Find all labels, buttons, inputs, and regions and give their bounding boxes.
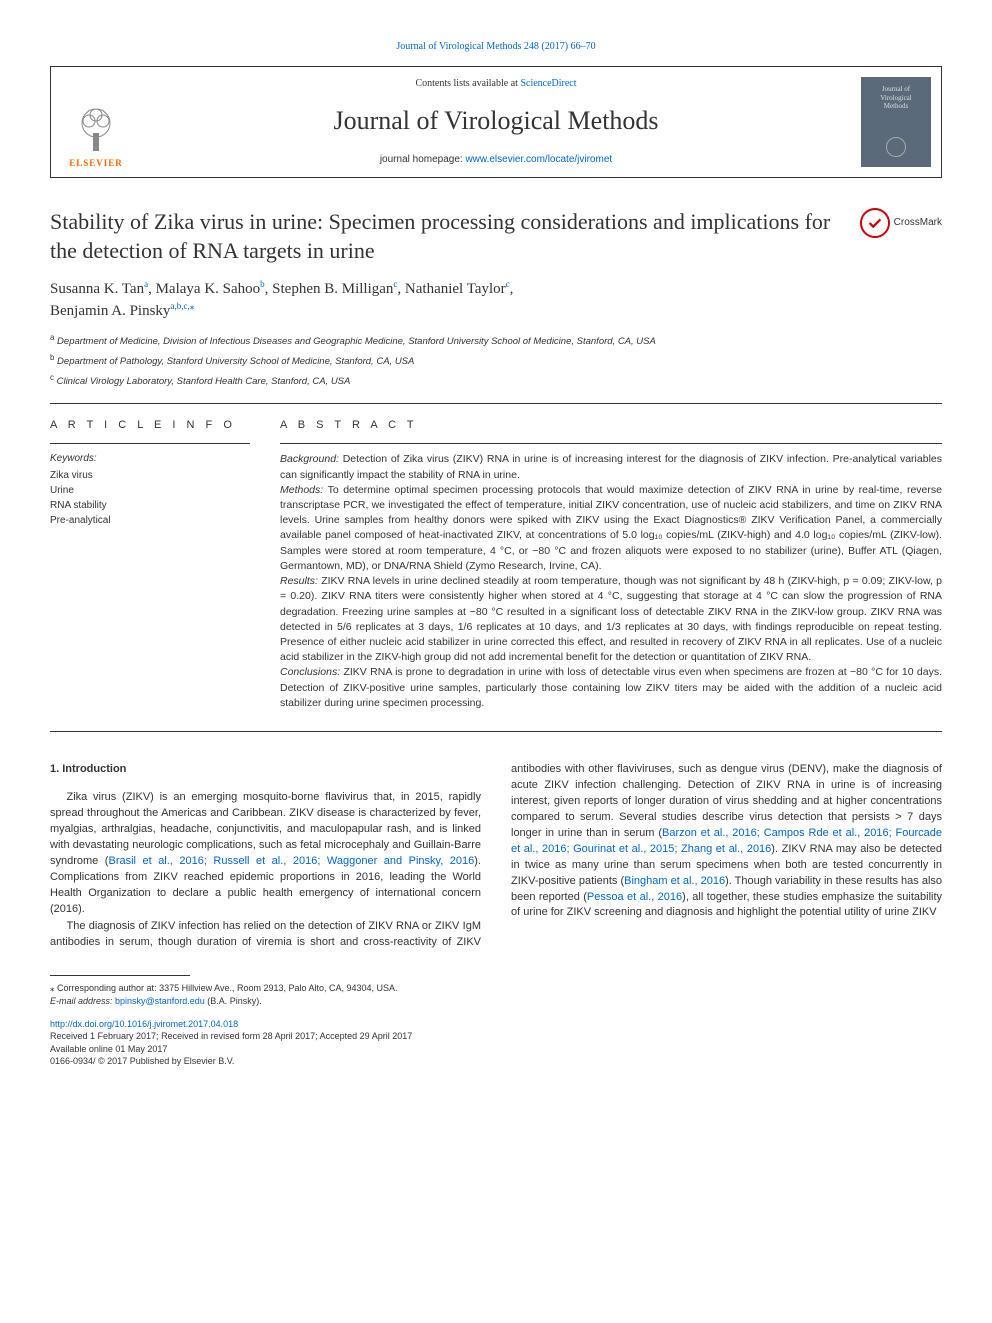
- keywords-label: Keywords:: [50, 452, 250, 466]
- cover-circle-icon: [886, 137, 906, 157]
- copyright-line: 0166-0934/ © 2017 Published by Elsevier …: [50, 1056, 234, 1066]
- sciencedirect-link[interactable]: ScienceDirect: [520, 78, 576, 89]
- journal-name: Journal of Virological Methods: [161, 103, 831, 139]
- intro-paragraph-1: Zika virus (ZIKV) is an emerging mosquit…: [50, 790, 481, 918]
- corresponding-address: 3375 Hillview Ave., Room 2913, Palo Alto…: [159, 983, 397, 993]
- affiliation-c-text: Clinical Virology Laboratory, Stanford H…: [57, 377, 351, 388]
- cover-title-line3: Methods: [884, 102, 909, 110]
- keyword-item: Pre-analytical: [50, 513, 250, 528]
- corresponding-label: ⁎ Corresponding author at:: [50, 983, 159, 993]
- abstract-methods-label: Methods:: [280, 484, 323, 496]
- cover-title-line2: Virological: [880, 94, 911, 102]
- divider-bottom: [50, 731, 942, 732]
- affiliation-a: a Department of Medicine, Division of In…: [50, 332, 942, 348]
- journal-citation-link[interactable]: Journal of Virological Methods 248 (2017…: [50, 40, 942, 54]
- contents-prefix: Contents lists available at: [415, 78, 520, 89]
- elsevier-logo[interactable]: ELSEVIER: [51, 67, 141, 177]
- homepage-prefix: journal homepage:: [380, 154, 466, 165]
- citation-link[interactable]: Pessoa et al., 2016: [587, 891, 682, 903]
- doi-link[interactable]: http://dx.doi.org/10.1016/j.jviromet.201…: [50, 1019, 238, 1029]
- header-center: Contents lists available at ScienceDirec…: [141, 67, 851, 177]
- corresponding-author-footnote: ⁎ Corresponding author at: 3375 Hillview…: [50, 982, 942, 1007]
- abstract-column: A B S T R A C T Background: Detection of…: [280, 418, 942, 711]
- citation-link[interactable]: Bingham et al., 2016: [624, 875, 725, 887]
- author-list: Susanna K. Tana, Malaya K. Sahoob, Steph…: [50, 278, 942, 322]
- affil-link-a[interactable]: a: [144, 279, 148, 289]
- abstract-methods: To determine optimal specimen processing…: [280, 484, 942, 572]
- author-email-link[interactable]: bpinsky@stanford.edu: [115, 996, 205, 1006]
- cover-title-line1: Journal of: [882, 85, 910, 93]
- abstract-results: ZIKV RNA levels in urine declined steadi…: [280, 575, 942, 663]
- affil-link-b[interactable]: b: [177, 301, 182, 311]
- crossmark-icon: [860, 208, 890, 238]
- elsevier-wordmark: ELSEVIER: [69, 157, 123, 170]
- elsevier-tree-icon: [71, 103, 121, 153]
- affiliation-a-text: Department of Medicine, Division of Infe…: [57, 336, 656, 347]
- affiliation-b-text: Department of Pathology, Stanford Univer…: [57, 356, 414, 367]
- abstract-conclusions-label: Conclusions:: [280, 666, 340, 678]
- journal-homepage-line: journal homepage: www.elsevier.com/locat…: [161, 153, 831, 167]
- abstract-text: Background: Detection of Zika virus (ZIK…: [280, 452, 942, 711]
- doi-block: http://dx.doi.org/10.1016/j.jviromet.201…: [50, 1018, 942, 1068]
- abstract-results-label: Results:: [280, 575, 318, 587]
- cover-thumbnail: Journal of Virological Methods: [861, 77, 931, 167]
- introduction-heading: 1. Introduction: [50, 762, 481, 778]
- introduction-section: 1. Introduction Zika virus (ZIKV) is an …: [50, 762, 942, 951]
- body-columns: 1. Introduction Zika virus (ZIKV) is an …: [50, 762, 942, 951]
- article-info-header: A R T I C L E I N F O: [50, 418, 250, 433]
- journal-header: ELSEVIER Contents lists available at Sci…: [50, 66, 942, 178]
- affiliation-c: c Clinical Virology Laboratory, Stanford…: [50, 372, 942, 388]
- keyword-item: Urine: [50, 483, 250, 498]
- keyword-item: RNA stability: [50, 498, 250, 513]
- abstract-background-label: Background:: [280, 453, 339, 465]
- available-date: Available online 01 May 2017: [50, 1044, 167, 1054]
- citation-link[interactable]: Brasil et al., 2016; Russell et al., 201…: [108, 855, 474, 867]
- abstract-background: Detection of Zika virus (ZIKV) RNA in ur…: [280, 453, 942, 480]
- email-suffix: (B.A. Pinsky).: [205, 996, 262, 1006]
- affiliation-b: b Department of Pathology, Stanford Univ…: [50, 352, 942, 368]
- corresponding-mark[interactable]: ⁎: [190, 301, 195, 311]
- article-info-column: A R T I C L E I N F O Keywords: Zika vir…: [50, 418, 250, 711]
- info-divider: [50, 443, 250, 444]
- info-abstract-row: A R T I C L E I N F O Keywords: Zika vir…: [50, 418, 942, 711]
- article-title: Stability of Zika virus in urine: Specim…: [50, 208, 840, 265]
- keyword-item: Zika virus: [50, 468, 250, 483]
- contents-list-line: Contents lists available at ScienceDirec…: [161, 77, 831, 91]
- abstract-header: A B S T R A C T: [280, 418, 942, 433]
- divider-top: [50, 403, 942, 404]
- title-row: Stability of Zika virus in urine: Specim…: [50, 208, 942, 265]
- email-label: E-mail address:: [50, 996, 115, 1006]
- abstract-divider: [280, 443, 942, 444]
- affil-link-c[interactable]: c: [506, 279, 510, 289]
- affil-link-b[interactable]: b: [260, 279, 265, 289]
- footnote-rule: [50, 975, 190, 976]
- crossmark-label: CrossMark: [894, 216, 942, 230]
- affil-link-c[interactable]: c: [183, 301, 187, 311]
- journal-homepage-link[interactable]: www.elsevier.com/locate/jviromet: [465, 154, 612, 165]
- journal-cover[interactable]: Journal of Virological Methods: [851, 67, 941, 177]
- received-dates: Received 1 February 2017; Received in re…: [50, 1031, 412, 1041]
- affil-link-a[interactable]: a: [170, 301, 174, 311]
- abstract-conclusions: ZIKV RNA is prone to degradation in urin…: [280, 666, 942, 708]
- crossmark-badge[interactable]: CrossMark: [860, 208, 942, 238]
- affil-link-c[interactable]: c: [393, 279, 397, 289]
